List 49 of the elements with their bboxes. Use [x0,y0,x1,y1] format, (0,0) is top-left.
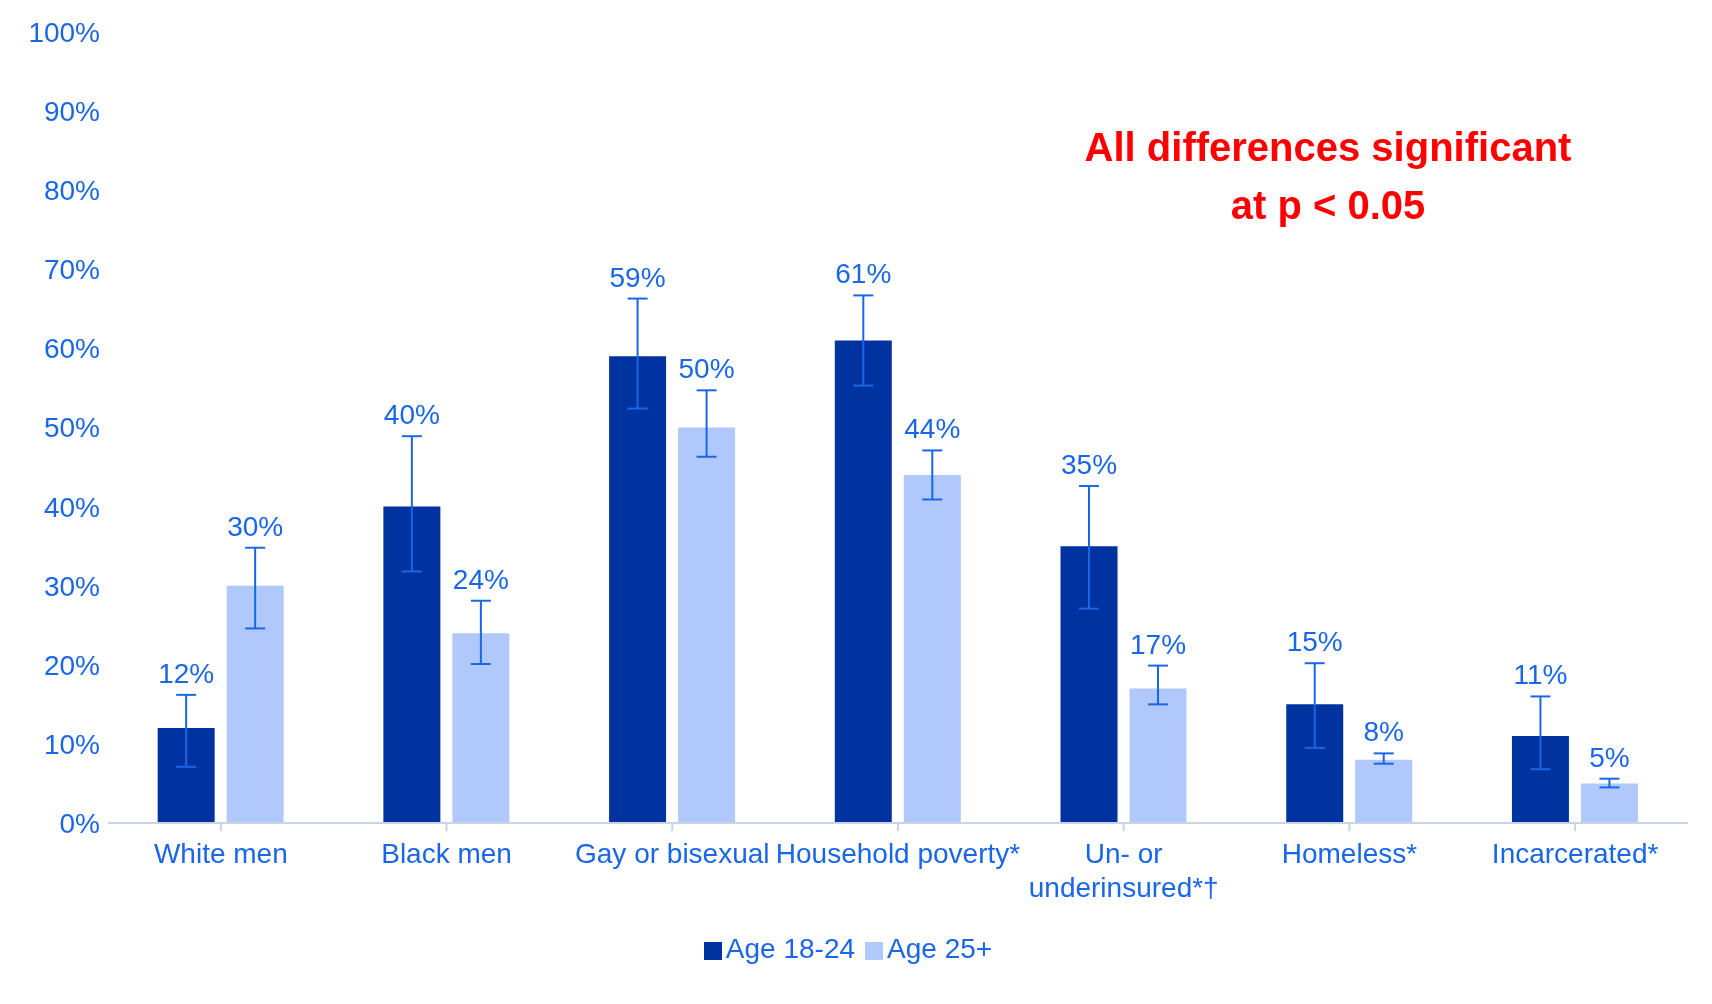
data-label: 30% [227,510,284,542]
legend-label: Age 25+ [887,933,993,964]
data-label: 50% [678,353,735,385]
data-label: 44% [904,413,961,445]
x-tick-label: White men [153,838,288,869]
y-tick-label: 20% [43,649,100,681]
data-label: 40% [383,399,440,431]
bar [226,585,284,823]
x-tick-label: Un- or underinsured*† [1028,838,1219,903]
x-tick-label: Homeless* [1281,838,1418,869]
y-tick-label: 100% [28,16,100,48]
y-tick-label: 70% [43,254,100,286]
bar [383,506,441,823]
y-tick-label: 30% [43,570,100,602]
bar [1355,759,1413,823]
data-label: 35% [1060,449,1118,481]
y-tick-label: 90% [43,96,100,128]
y-tick-label: 50% [43,412,100,444]
y-tick-label: 60% [43,333,100,365]
y-tick-label: 40% [43,491,100,523]
bar [903,474,961,823]
bar [1511,735,1569,823]
y-tick-label: 10% [43,728,100,760]
data-label: 59% [609,261,666,293]
data-label: 61% [835,258,892,290]
bar [1129,688,1187,823]
data-label: 5% [1589,741,1630,773]
data-label: 11% [1513,659,1568,691]
data-label: 15% [1286,626,1343,658]
bar [678,427,736,823]
y-tick-label: 80% [43,175,100,207]
x-tick-label: Household poverty* [775,838,1021,869]
annotation: All differences significant at p < 0.05 [1083,124,1573,229]
x-tick-label: Gay or bisexual [575,838,770,869]
bar [1580,783,1638,823]
bar [1060,546,1118,823]
bar [1286,704,1344,823]
bar [609,356,667,823]
data-label: 8% [1363,716,1404,748]
legend-label: Age 18-24 [725,933,856,964]
data-label: 12% [158,657,215,689]
bar [157,728,215,823]
bar [834,340,892,823]
x-tick-label: Incarcerated* [1491,838,1659,869]
x-tick-label: Black men [381,838,512,869]
bar [452,633,510,823]
y-tick-label: 0% [59,807,100,839]
data-label: 24% [452,563,509,595]
data-label: 17% [1129,628,1187,660]
